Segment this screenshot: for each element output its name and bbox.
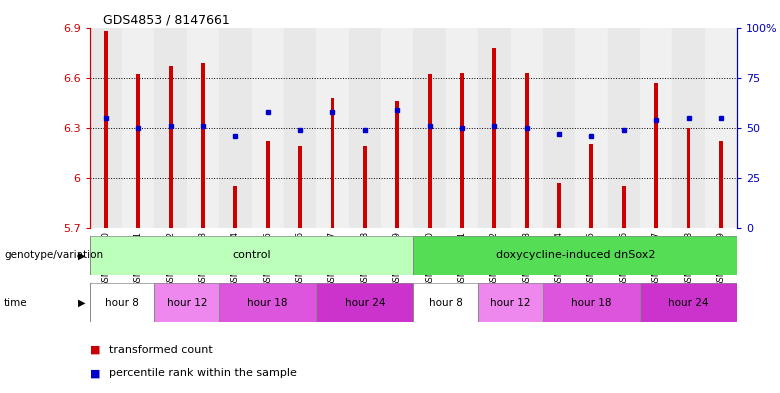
Bar <box>525 73 529 228</box>
Text: hour 24: hour 24 <box>345 298 385 308</box>
Bar <box>460 73 464 228</box>
Bar <box>413 28 446 228</box>
Text: hour 8: hour 8 <box>105 298 139 308</box>
Bar <box>622 186 626 228</box>
Bar <box>122 28 154 228</box>
Text: ▶: ▶ <box>78 298 86 308</box>
Bar <box>478 28 510 228</box>
Bar <box>187 28 219 228</box>
Bar <box>104 31 108 228</box>
Bar <box>154 28 187 228</box>
Bar <box>266 141 270 228</box>
Bar <box>704 28 737 228</box>
Text: time: time <box>4 298 27 308</box>
Bar <box>363 146 367 228</box>
Bar <box>90 28 122 228</box>
Bar <box>233 186 237 228</box>
Bar <box>446 28 478 228</box>
Bar <box>381 28 413 228</box>
Bar <box>672 28 704 228</box>
Bar <box>136 74 140 228</box>
Bar <box>251 28 284 228</box>
Bar <box>492 48 496 228</box>
Text: GDS4853 / 8147661: GDS4853 / 8147661 <box>103 13 229 26</box>
Bar <box>640 28 672 228</box>
Bar <box>654 83 658 228</box>
Text: ■: ■ <box>90 368 100 378</box>
Bar <box>608 28 640 228</box>
Bar <box>590 145 594 228</box>
Bar <box>284 28 317 228</box>
Text: hour 8: hour 8 <box>429 298 463 308</box>
Text: hour 12: hour 12 <box>167 298 207 308</box>
Text: hour 18: hour 18 <box>571 298 612 308</box>
Bar <box>427 74 431 228</box>
Bar <box>510 28 543 228</box>
Bar <box>543 28 576 228</box>
Bar <box>686 128 690 228</box>
Bar <box>349 28 381 228</box>
Text: control: control <box>232 250 271 261</box>
Text: transformed count: transformed count <box>109 345 213 355</box>
Text: hour 12: hour 12 <box>491 298 530 308</box>
Bar <box>576 28 608 228</box>
Text: hour 24: hour 24 <box>668 298 709 308</box>
Bar <box>219 28 251 228</box>
Text: percentile rank within the sample: percentile rank within the sample <box>109 368 297 378</box>
Text: genotype/variation: genotype/variation <box>4 250 103 261</box>
Text: hour 18: hour 18 <box>247 298 288 308</box>
Bar <box>719 141 723 228</box>
Text: ▶: ▶ <box>78 250 86 261</box>
Bar <box>168 66 172 228</box>
Bar <box>201 62 205 228</box>
Bar <box>298 146 302 228</box>
Text: doxycycline-induced dnSox2: doxycycline-induced dnSox2 <box>495 250 655 261</box>
Bar <box>395 101 399 228</box>
Bar <box>331 98 335 228</box>
Text: ■: ■ <box>90 345 100 355</box>
Bar <box>557 183 561 228</box>
Bar <box>317 28 349 228</box>
